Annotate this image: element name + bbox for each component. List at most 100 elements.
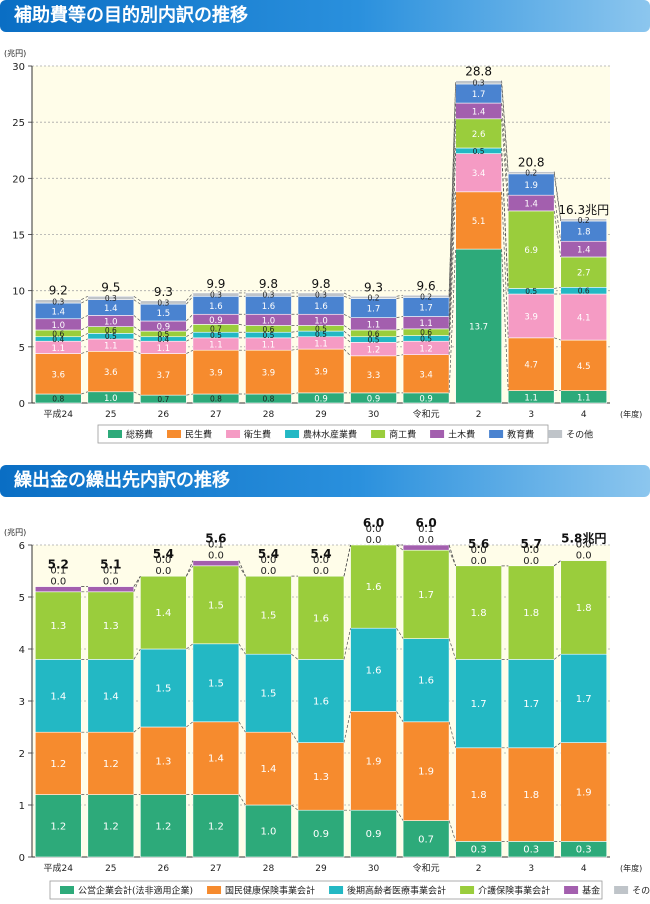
- data-label: 0.0: [576, 551, 592, 562]
- data-label: 2.7: [577, 269, 591, 279]
- data-label: 0.3: [315, 291, 327, 300]
- bar-segment: [402, 354, 450, 394]
- connector-line: [186, 349, 194, 354]
- connector-line: [133, 299, 141, 305]
- connector-line: [133, 391, 141, 396]
- data-label: 1.5: [155, 684, 171, 695]
- bar-segment: [87, 659, 135, 733]
- data-label: 1.0: [314, 316, 328, 326]
- x-tick-label: 4: [581, 410, 587, 420]
- connector-line: [133, 648, 141, 660]
- data-label: 0.0: [313, 566, 329, 577]
- connector-line: [291, 330, 299, 333]
- connector-line: [238, 560, 246, 577]
- connector-line: [343, 295, 351, 299]
- connector-line: [448, 544, 456, 566]
- connector-line: [554, 337, 561, 341]
- bar-segment: [245, 349, 292, 395]
- data-label: 0.6: [105, 326, 117, 335]
- total-label: 5.4: [310, 547, 331, 561]
- connector-line: [186, 292, 194, 302]
- transfers-chart: 0 1 2 3 4 5 6 (兆円) (年度) 平成24 25 26 27 28 29 30 令和元 2 3 4 1.2…: [4, 516, 650, 900]
- data-label: 1.6: [313, 697, 329, 708]
- legend-swatch: [548, 430, 563, 438]
- x-tick-label: 3: [528, 864, 534, 874]
- data-label: 1.6: [209, 302, 223, 312]
- data-label: 0.2: [420, 292, 432, 301]
- connector-line: [448, 80, 456, 296]
- connector-line: [133, 315, 141, 322]
- data-label: 1.1: [524, 393, 538, 403]
- data-label: 0.9: [209, 316, 223, 326]
- data-label: 0.2: [578, 216, 590, 225]
- connector-line: [186, 721, 194, 728]
- connector-line: [81, 315, 88, 320]
- total-label: 28.8: [465, 65, 492, 79]
- connector-line: [501, 191, 509, 338]
- bar-segment: [350, 355, 397, 394]
- data-label: 0.0: [366, 535, 382, 546]
- y-tick-label: 4: [19, 645, 25, 656]
- bar-segment: [87, 351, 135, 393]
- connector-line: [238, 324, 246, 326]
- data-label: 1.3: [103, 621, 119, 632]
- bar-segment: [245, 575, 292, 655]
- connector-line: [553, 653, 561, 660]
- bar-segment: [245, 804, 292, 858]
- data-label: 1.0: [104, 317, 118, 327]
- data-label: 0.6: [262, 325, 274, 334]
- legend-label: 衛生費: [244, 429, 271, 441]
- data-label: 3.9: [524, 312, 538, 322]
- data-label: 1.6: [366, 582, 382, 593]
- total-label: 5.4: [258, 547, 279, 561]
- bar-segment: [455, 118, 502, 149]
- bar-segment: [507, 293, 555, 339]
- bar-segment: [455, 659, 502, 749]
- data-label: 6.9: [524, 246, 538, 256]
- data-label: 1.4: [472, 107, 486, 117]
- data-label: 0.5: [420, 334, 432, 343]
- bar-segment: [297, 292, 345, 297]
- data-label: 1.4: [577, 246, 591, 256]
- x-axis-unit: (年度): [620, 409, 642, 419]
- legend-label: 公営企業会計(法非適用企業): [78, 885, 193, 897]
- bar-segment: [34, 586, 82, 593]
- legend-swatch: [207, 886, 222, 894]
- data-label: 1.3: [50, 621, 66, 632]
- connector-line: [553, 560, 561, 567]
- data-label: 2.6: [472, 130, 486, 140]
- x-tick-label: 令和元: [413, 862, 440, 874]
- bar-segment: [402, 544, 450, 551]
- legend-swatch: [371, 430, 386, 438]
- connector-line: [396, 340, 404, 343]
- data-label: 3.9: [262, 369, 276, 379]
- bar-segment: [192, 794, 240, 858]
- bar-segment: [245, 292, 292, 297]
- connector-line: [448, 103, 456, 317]
- data-label: 0.7: [157, 395, 169, 404]
- total-label: 5.4: [153, 547, 174, 561]
- data-label: 1.6: [314, 302, 328, 312]
- bar-segment: [297, 659, 345, 743]
- connector-line: [501, 118, 509, 211]
- connector-line: [81, 326, 88, 331]
- total-label: 9.9: [206, 277, 225, 291]
- connector-line: [291, 804, 299, 811]
- bar-segment: [87, 794, 135, 858]
- data-label: 3.6: [52, 370, 66, 380]
- bar-segment: [192, 292, 240, 297]
- connector-line: [186, 331, 194, 338]
- connector-line: [186, 337, 194, 342]
- data-label: 0.5: [105, 332, 117, 341]
- data-label: 0.0: [576, 540, 592, 551]
- connector-line: [553, 171, 562, 219]
- data-label: 0.3: [52, 297, 64, 306]
- total-label: 5.8兆円: [561, 531, 606, 546]
- data-label: 1.4: [524, 200, 538, 210]
- connector-line: [133, 338, 141, 342]
- data-label: 1.4: [52, 307, 66, 317]
- legend-swatch: [614, 886, 629, 894]
- bar-segment: [507, 210, 555, 289]
- data-label: 1.1: [52, 344, 66, 354]
- bar-segment: [297, 575, 345, 660]
